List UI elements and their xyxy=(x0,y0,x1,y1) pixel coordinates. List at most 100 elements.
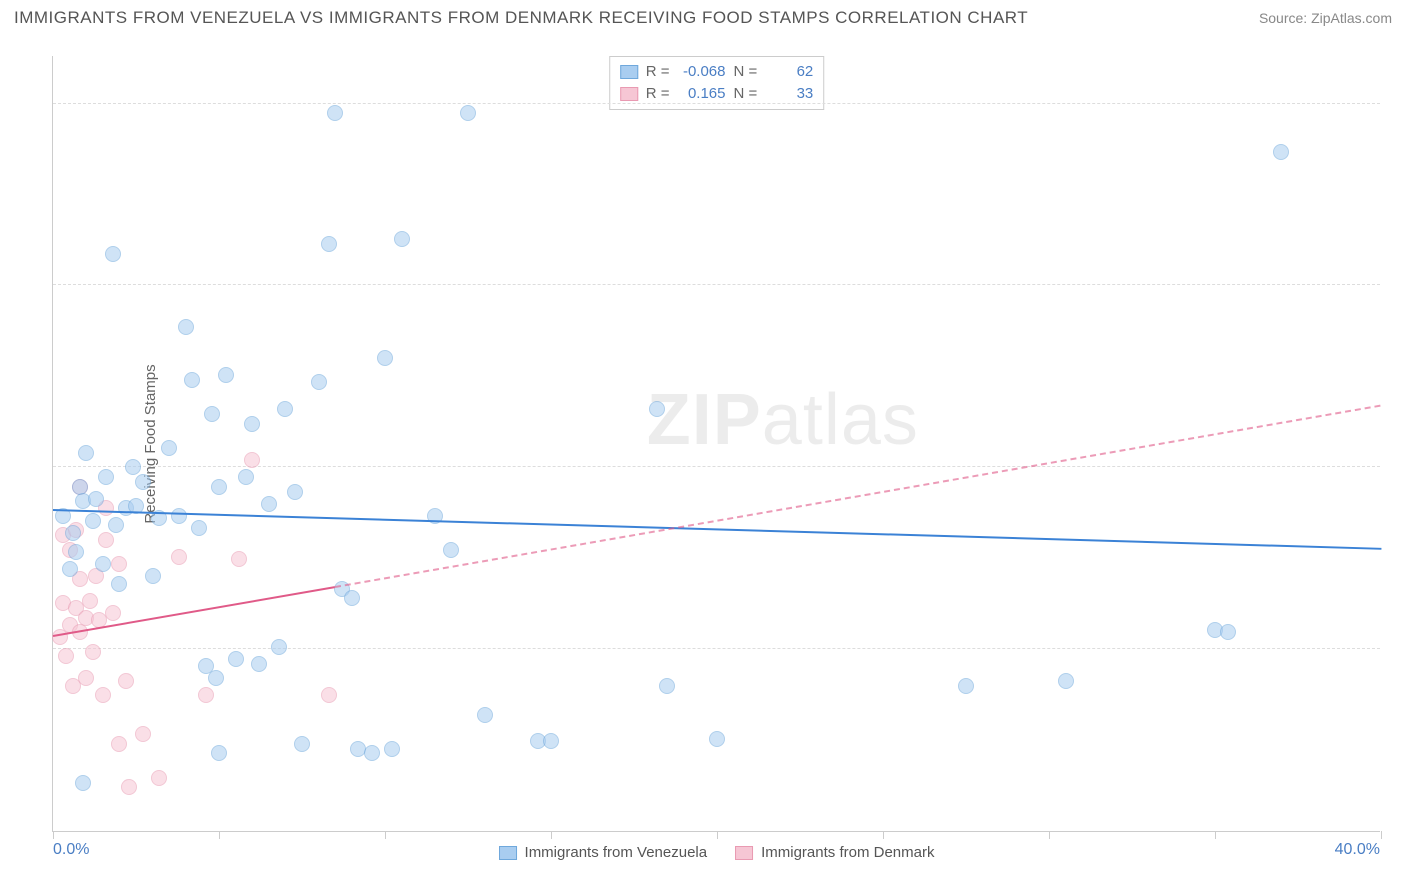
point-denmark xyxy=(135,726,151,742)
point-venezuela xyxy=(228,651,244,667)
point-denmark xyxy=(111,556,127,572)
point-venezuela xyxy=(208,670,224,686)
point-venezuela xyxy=(75,775,91,791)
point-venezuela xyxy=(211,479,227,495)
watermark: ZIPatlas xyxy=(647,379,919,461)
point-venezuela xyxy=(1220,624,1236,640)
point-denmark xyxy=(198,687,214,703)
point-denmark xyxy=(118,673,134,689)
point-denmark xyxy=(85,644,101,660)
point-venezuela xyxy=(111,576,127,592)
y-axis-label: Receiving Food Stamps xyxy=(142,364,159,523)
x-min-label: 0.0% xyxy=(53,841,89,859)
n-label: N = xyxy=(734,61,758,83)
point-denmark xyxy=(171,549,187,565)
point-denmark xyxy=(58,648,74,664)
point-venezuela xyxy=(261,496,277,512)
point-venezuela xyxy=(244,416,260,432)
point-venezuela xyxy=(85,513,101,529)
point-denmark xyxy=(95,687,111,703)
point-venezuela xyxy=(68,544,84,560)
point-venezuela xyxy=(238,469,254,485)
point-denmark xyxy=(78,670,94,686)
x-tick xyxy=(883,831,884,839)
x-tick xyxy=(1215,831,1216,839)
y-tick-label: 30.0% xyxy=(1388,77,1406,95)
point-venezuela xyxy=(135,474,151,490)
point-venezuela xyxy=(1273,144,1289,160)
y-tick-label: 22.5% xyxy=(1388,258,1406,276)
x-tick xyxy=(53,831,54,839)
point-venezuela xyxy=(88,491,104,507)
point-denmark xyxy=(121,779,137,795)
point-venezuela xyxy=(327,105,343,121)
point-denmark xyxy=(82,593,98,609)
point-venezuela xyxy=(62,561,78,577)
point-venezuela xyxy=(344,590,360,606)
swatch-denmark xyxy=(735,846,753,860)
x-tick xyxy=(219,831,220,839)
point-denmark xyxy=(321,687,337,703)
n-value-venezuela: 62 xyxy=(765,61,813,83)
point-venezuela xyxy=(251,656,267,672)
point-venezuela xyxy=(477,707,493,723)
point-denmark xyxy=(151,770,167,786)
point-venezuela xyxy=(191,520,207,536)
point-venezuela xyxy=(271,639,287,655)
chart-title: IMMIGRANTS FROM VENEZUELA VS IMMIGRANTS … xyxy=(14,8,1028,28)
point-venezuela xyxy=(125,459,141,475)
point-venezuela xyxy=(145,568,161,584)
gridline xyxy=(53,284,1380,285)
point-venezuela xyxy=(95,556,111,572)
legend-item-venezuela: Immigrants from Venezuela xyxy=(499,844,708,861)
point-denmark xyxy=(231,551,247,567)
point-venezuela xyxy=(72,479,88,495)
point-venezuela xyxy=(659,678,675,694)
r-label: R = xyxy=(646,61,670,83)
point-denmark xyxy=(111,736,127,752)
point-venezuela xyxy=(377,350,393,366)
stats-row-venezuela: R = -0.068 N = 62 xyxy=(620,61,814,83)
point-venezuela xyxy=(108,517,124,533)
point-venezuela xyxy=(65,525,81,541)
point-venezuela xyxy=(311,374,327,390)
scatter-chart: Receiving Food Stamps ZIPatlas R = -0.06… xyxy=(52,56,1380,832)
swatch-denmark xyxy=(620,87,638,101)
x-max-label: 40.0% xyxy=(1335,841,1380,859)
legend-label-venezuela: Immigrants from Venezuela xyxy=(525,844,708,861)
point-venezuela xyxy=(394,231,410,247)
point-venezuela xyxy=(649,401,665,417)
x-tick xyxy=(551,831,552,839)
y-tick-label: 15.0% xyxy=(1388,440,1406,458)
gridline xyxy=(53,648,1380,649)
point-venezuela xyxy=(184,372,200,388)
point-venezuela xyxy=(105,246,121,262)
point-venezuela xyxy=(211,745,227,761)
x-tick xyxy=(385,831,386,839)
r-value-venezuela: -0.068 xyxy=(678,61,726,83)
point-denmark xyxy=(244,452,260,468)
x-tick xyxy=(1049,831,1050,839)
point-denmark xyxy=(98,532,114,548)
point-venezuela xyxy=(178,319,194,335)
y-tick-label: 7.5% xyxy=(1388,622,1406,640)
point-venezuela xyxy=(460,105,476,121)
point-venezuela xyxy=(277,401,293,417)
point-denmark xyxy=(105,605,121,621)
trend-denmark-solid xyxy=(53,586,336,637)
x-tick xyxy=(717,831,718,839)
point-venezuela xyxy=(958,678,974,694)
point-venezuela xyxy=(321,236,337,252)
point-venezuela xyxy=(294,736,310,752)
point-venezuela xyxy=(384,741,400,757)
point-venezuela xyxy=(204,406,220,422)
point-venezuela xyxy=(218,367,234,383)
legend-label-denmark: Immigrants from Denmark xyxy=(761,844,934,861)
point-venezuela xyxy=(443,542,459,558)
point-venezuela xyxy=(171,508,187,524)
trend-venezuela-solid xyxy=(53,509,1381,550)
x-tick xyxy=(1381,831,1382,839)
source-attribution: Source: ZipAtlas.com xyxy=(1259,10,1392,26)
point-venezuela xyxy=(287,484,303,500)
point-venezuela xyxy=(364,745,380,761)
